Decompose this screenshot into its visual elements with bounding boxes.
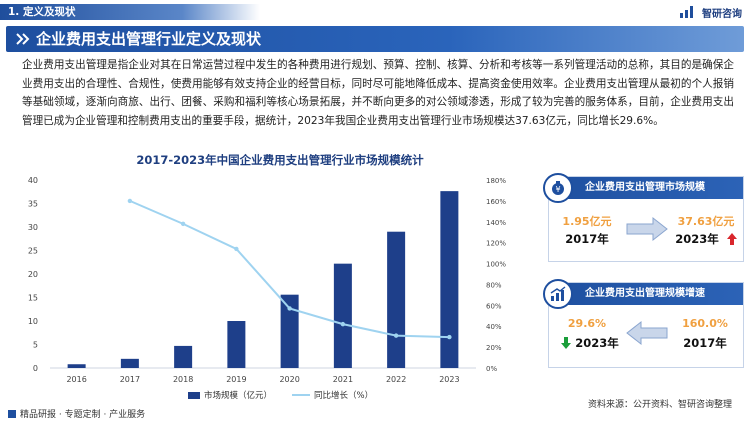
x-tick-label: 2020 xyxy=(279,375,299,384)
to-year: 2023年 xyxy=(575,336,619,350)
data-source: 资料来源：公开资料、智研咨询整理 xyxy=(587,400,732,410)
logo-bars-icon xyxy=(680,6,698,18)
y-tick-left: 5 xyxy=(33,341,38,350)
bar-2018 xyxy=(174,345,193,368)
from-value: 160.0% xyxy=(682,317,728,330)
market-scale-panel: 企业费用支出管理市场规模 ¥ 1.95亿元 2017年 37.63亿元 2023… xyxy=(543,173,744,262)
y-tick-left: 10 xyxy=(28,317,38,326)
legend-item-bar: 市场规模（亿元） xyxy=(188,389,272,401)
down-arrow-icon xyxy=(561,337,571,349)
brand-name: 智研咨询 xyxy=(702,8,742,20)
intro-paragraph: 企业费用支出管理是指企业对其在日常运营过程中发生的各种费用进行规划、预算、控制、… xyxy=(22,59,734,127)
y-tick-right: 140% xyxy=(486,219,506,227)
y-tick-right: 20% xyxy=(486,344,502,352)
to-value: 29.6% xyxy=(567,317,607,330)
svg-text:¥: ¥ xyxy=(555,185,560,194)
y-tick-right: 100% xyxy=(486,261,506,269)
x-tick-label: 2021 xyxy=(333,375,353,384)
bar-2023 xyxy=(440,191,459,368)
growth-chart-icon xyxy=(543,279,573,309)
footer-square-icon xyxy=(8,410,16,418)
x-tick-label: 2022 xyxy=(386,375,406,384)
y-tick-right: 40% xyxy=(486,323,502,331)
x-tick-label: 2017 xyxy=(120,375,140,384)
bar-2020 xyxy=(280,294,299,368)
y-tick-right: 0% xyxy=(486,365,497,373)
legend-label-line: 同比增长（%） xyxy=(314,391,374,401)
coin-bag-icon: ¥ xyxy=(543,173,573,203)
x-tick-label: 2023 xyxy=(439,375,459,384)
legend-swatch-line xyxy=(292,394,311,396)
x-tick-label: 2019 xyxy=(226,375,246,384)
y-tick-left: 30 xyxy=(28,223,38,232)
y-tick-right: 180% xyxy=(486,177,506,185)
footer-tagline: 精品研报 · 专题定制 · 产业服务 xyxy=(20,410,146,420)
brand-logo: 智研咨询 xyxy=(680,4,742,20)
legend-item-line: 同比增长（%） xyxy=(292,389,373,401)
growth-point xyxy=(340,321,346,327)
market-size-chart: 0 5 10 15 20 25 30 35 40 0% 20% 40% 60% 80% 100% 120% 1… xyxy=(28,176,507,384)
bar-2016 xyxy=(67,364,86,368)
growth-rate-panel: 企业费用支出管理规模增速 29.6% 2023年 160.0% 2017年 xyxy=(543,279,744,368)
panel-title: 企业费用支出管理市场规模 xyxy=(549,177,743,199)
y-tick-left: 40 xyxy=(28,176,38,185)
bar-2021 xyxy=(333,263,352,368)
y-tick-right: 160% xyxy=(486,198,506,206)
y-tick-left: 0 xyxy=(33,364,38,373)
panel-title: 企业费用支出管理规模增速 xyxy=(549,283,743,305)
legend-swatch-bar xyxy=(188,391,200,399)
y-tick-left: 20 xyxy=(28,270,38,279)
x-tick-label: 2016 xyxy=(66,375,86,384)
up-arrow-icon xyxy=(727,233,737,245)
y-tick-left: 15 xyxy=(28,294,38,303)
arrow-left-icon xyxy=(626,320,668,346)
to-value: 37.63亿元 xyxy=(677,215,735,228)
y-tick-right: 60% xyxy=(486,302,502,310)
growth-point xyxy=(393,333,399,338)
bar-2022 xyxy=(387,231,406,368)
section-label: 1. 定义及现状 xyxy=(0,4,260,20)
y-tick-right: 80% xyxy=(486,281,502,289)
footer: 精品研报 · 专题定制 · 产业服务 资料来源：公开资料、智研咨询整理 xyxy=(0,400,750,421)
chart-title: 2017-2023年中国企业费用支出管理行业市场规模统计 xyxy=(136,153,424,167)
from-value: 1.95亿元 xyxy=(562,215,612,228)
y-tick-left: 25 xyxy=(28,247,38,256)
top-bar: 1. 定义及现状 智研咨询 xyxy=(0,0,750,24)
double-chevron-icon xyxy=(16,33,30,45)
y-tick-right: 120% xyxy=(486,240,506,248)
title-bar: 企业费用支出管理行业定义及现状 xyxy=(6,26,744,52)
growth-point xyxy=(180,221,186,227)
to-year: 2023年 xyxy=(675,232,719,246)
arrow-right-icon xyxy=(626,216,668,242)
legend-label-bar: 市场规模（亿元） xyxy=(204,391,273,401)
from-year: 2017年 xyxy=(565,232,609,246)
growth-point xyxy=(447,334,452,340)
page-title: 企业费用支出管理行业定义及现状 xyxy=(36,30,262,48)
bar-2017 xyxy=(120,358,139,368)
growth-point xyxy=(287,306,292,311)
growth-point xyxy=(127,198,133,204)
y-tick-left: 35 xyxy=(28,200,38,209)
x-tick-label: 2018 xyxy=(173,375,193,384)
chart-legend: 市场规模（亿元） 同比增长（%） xyxy=(188,389,373,401)
bar-2019 xyxy=(227,321,246,368)
growth-point xyxy=(234,246,239,252)
from-year: 2017年 xyxy=(683,336,727,350)
